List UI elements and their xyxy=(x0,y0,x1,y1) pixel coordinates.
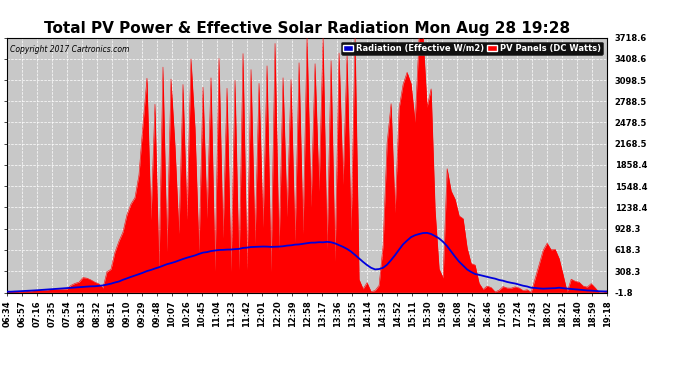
Title: Total PV Power & Effective Solar Radiation Mon Aug 28 19:28: Total PV Power & Effective Solar Radiati… xyxy=(44,21,570,36)
Legend: Radiation (Effective W/m2), PV Panels (DC Watts): Radiation (Effective W/m2), PV Panels (D… xyxy=(342,42,603,55)
Text: Copyright 2017 Cartronics.com: Copyright 2017 Cartronics.com xyxy=(10,45,129,54)
